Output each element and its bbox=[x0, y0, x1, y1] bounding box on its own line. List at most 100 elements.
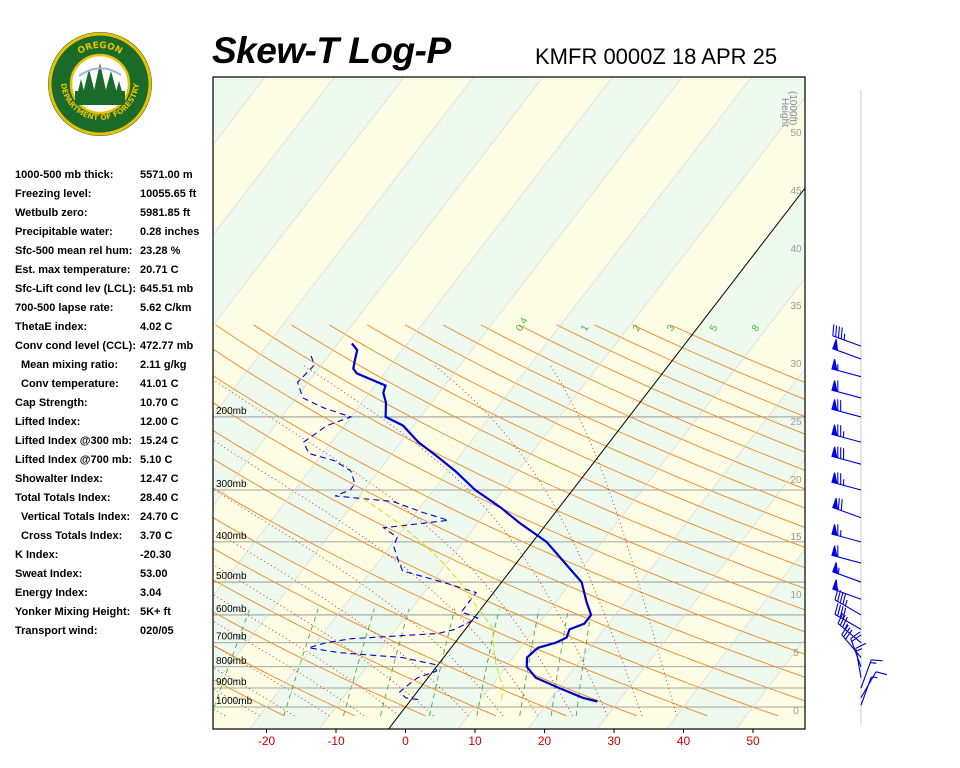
index-row: Cap Strength: 10.70 C bbox=[15, 395, 215, 414]
isotherm bbox=[213, 77, 613, 597]
wind-barb-shape bbox=[860, 659, 883, 689]
index-row: ThetaE index: 4.02 C bbox=[15, 319, 215, 338]
isotherm bbox=[666, 548, 805, 729]
index-value: 12.47 C bbox=[140, 473, 179, 485]
mixing-ratio-line bbox=[213, 608, 251, 712]
dry-adiabat bbox=[329, 324, 805, 548]
height-tick-label: 10 bbox=[790, 590, 802, 601]
height-tick-label: 35 bbox=[790, 301, 802, 312]
temperature-tick-label: 20 bbox=[538, 734, 552, 748]
index-label: K Index: bbox=[15, 549, 59, 561]
index-label: Conv temperature: bbox=[21, 378, 119, 390]
dry-adiabat bbox=[213, 547, 567, 717]
mixing-ratio-line bbox=[476, 608, 500, 716]
wind-barb bbox=[831, 380, 862, 399]
index-row: Vertical Totals Index: 24.70 C bbox=[15, 509, 215, 528]
index-row: Est. max temperature: 20.71 C bbox=[15, 262, 215, 281]
isotherm bbox=[457, 277, 805, 729]
dry-adiabat bbox=[253, 324, 805, 590]
isotherm bbox=[318, 97, 805, 729]
dry-adiabat bbox=[213, 517, 637, 717]
wind-barb-shape bbox=[831, 424, 862, 443]
index-row: Sfc-Lift cond lev (LCL): 645.51 mb bbox=[15, 281, 215, 300]
wind-barb bbox=[831, 446, 862, 465]
wind-barb bbox=[832, 497, 862, 519]
pressure-tick-label: 200mb bbox=[216, 406, 247, 417]
height-tick-label: 30 bbox=[790, 359, 802, 370]
wind-barb-shape bbox=[831, 524, 862, 543]
height-tick-label: 0 bbox=[793, 706, 799, 717]
isotherm bbox=[213, 77, 683, 687]
index-label: 700-500 lapse rate: bbox=[15, 302, 114, 314]
height-tick-label: 25 bbox=[790, 417, 802, 428]
wind-barb bbox=[834, 588, 862, 616]
isotherm bbox=[527, 368, 805, 729]
wind-barb bbox=[832, 579, 862, 600]
temperature-tick-label: -20 bbox=[258, 734, 276, 748]
wind-barb bbox=[832, 339, 862, 360]
wind-barb-shape bbox=[832, 497, 862, 519]
index-row: 1000-500 mb thick: 5571.00 m bbox=[15, 167, 215, 186]
index-value: 645.51 mb bbox=[140, 283, 194, 295]
mixing-ratio-line bbox=[550, 608, 569, 716]
dry-adiabat bbox=[213, 644, 356, 717]
height-axis-title: Height bbox=[779, 98, 790, 127]
wind-barb bbox=[831, 472, 862, 491]
isotherm bbox=[213, 77, 405, 326]
parcel-line bbox=[359, 495, 505, 700]
wind-barb bbox=[832, 324, 862, 347]
index-label: Freezing level: bbox=[15, 188, 92, 200]
dewpoint-line bbox=[296, 352, 479, 701]
wind-barb-shape bbox=[850, 631, 862, 667]
index-row: Cross Totals Index: 3.70 C bbox=[15, 528, 215, 547]
index-value: -20.30 bbox=[140, 549, 172, 561]
index-row: Wetbulb zero: 5981.85 ft bbox=[15, 205, 215, 224]
moist-adiabat bbox=[549, 364, 678, 716]
height-tick-label: 15 bbox=[790, 532, 802, 543]
wind-barb bbox=[831, 399, 862, 418]
dry-adiabat bbox=[215, 324, 805, 611]
dry-adiabat bbox=[213, 375, 805, 655]
index-label: Cap Strength: bbox=[15, 397, 88, 409]
dry-adiabat bbox=[213, 429, 805, 702]
temperature-tick-label: 10 bbox=[468, 734, 482, 748]
height-tick-label: 50 bbox=[790, 128, 802, 139]
page-title: Skew-T Log-P bbox=[212, 30, 451, 71]
wind-barb-shape bbox=[832, 579, 862, 600]
moist-adiabat bbox=[213, 488, 504, 717]
isotherm bbox=[596, 458, 805, 729]
index-row: Sweat Index: 53.00 bbox=[15, 566, 215, 585]
index-value: 5.62 C/km bbox=[140, 302, 192, 314]
index-label: Conv cond level (CCL): bbox=[15, 340, 137, 352]
index-value: 4.02 C bbox=[140, 321, 173, 333]
mixing-ratio-line bbox=[342, 608, 375, 716]
index-row: Energy Index: 3.04 bbox=[15, 585, 215, 604]
index-label: Energy Index: bbox=[15, 587, 88, 599]
index-row: Transport wind: 020/05 bbox=[15, 623, 215, 642]
temperature-band bbox=[213, 77, 752, 729]
mixing-ratio-label: 8 bbox=[750, 323, 763, 334]
plot-area bbox=[213, 77, 805, 729]
wind-barb bbox=[832, 562, 862, 583]
index-label: ThetaE index: bbox=[15, 321, 88, 333]
index-row: Yonker Mixing Height: 5K+ ft bbox=[15, 604, 215, 623]
index-label: Vertical Totals Index: bbox=[21, 511, 131, 523]
wind-barb-shape bbox=[837, 612, 862, 644]
index-label: Sfc-500 mean rel hum: bbox=[15, 245, 133, 257]
index-label: Mean mixing ratio: bbox=[21, 359, 119, 371]
index-value: 28.40 C bbox=[140, 492, 179, 504]
index-value: 472.77 mb bbox=[140, 340, 194, 352]
pressure-tick-label: 700mb bbox=[216, 632, 247, 643]
index-label: Sweat Index: bbox=[15, 568, 83, 580]
temperature-tick-label: 30 bbox=[607, 734, 621, 748]
zero-isotherm bbox=[387, 187, 805, 729]
dry-adiabat bbox=[366, 324, 805, 528]
wind-barb-shape bbox=[832, 339, 862, 360]
oregon-department-of-forestry-logo: OREGON DEPARTMENT OF FORESTRY bbox=[48, 32, 152, 136]
index-row: Lifted Index @700 mb: 5.10 C bbox=[15, 452, 215, 471]
wind-barb bbox=[831, 359, 862, 378]
mixing-ratio-label: 1 bbox=[579, 323, 592, 334]
mixing-ratio-line bbox=[380, 608, 410, 716]
